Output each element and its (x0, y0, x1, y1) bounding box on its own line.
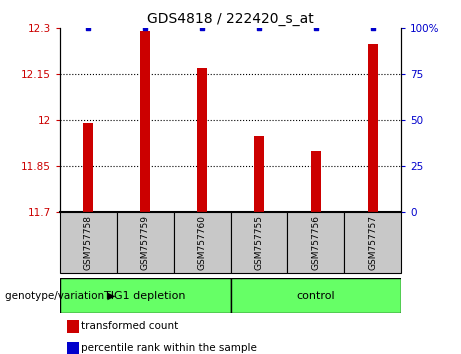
Bar (344, 212, 401, 273)
Bar (197, 68, 207, 212)
Bar (60, 212, 117, 273)
Point (369, 25, 376, 31)
Text: GSM757755: GSM757755 (254, 215, 263, 270)
Text: control: control (296, 291, 335, 301)
Text: transformed count: transformed count (81, 321, 178, 331)
Point (142, 25, 149, 31)
Title: GDS4818 / 222420_s_at: GDS4818 / 222420_s_at (147, 12, 314, 26)
Text: genotype/variation ▶: genotype/variation ▶ (5, 291, 115, 301)
Point (198, 25, 206, 31)
Bar (174, 212, 230, 273)
Bar (230, 278, 401, 313)
Point (312, 25, 319, 31)
Bar (140, 32, 150, 212)
Text: GSM757757: GSM757757 (368, 215, 377, 270)
Bar (60, 278, 230, 313)
Text: GSM757758: GSM757758 (84, 215, 93, 270)
Text: GSM757756: GSM757756 (311, 215, 320, 270)
Point (255, 25, 263, 31)
Bar (67, 342, 79, 354)
Bar (287, 212, 344, 273)
Text: GSM757759: GSM757759 (141, 215, 150, 270)
Bar (230, 212, 287, 273)
Text: TIG1 depletion: TIG1 depletion (105, 291, 186, 301)
Bar (67, 320, 79, 333)
Bar (367, 44, 378, 212)
Point (85, 25, 92, 31)
Bar (117, 212, 174, 273)
Bar (254, 136, 264, 212)
Bar (83, 124, 94, 212)
Text: GSM757760: GSM757760 (198, 215, 207, 270)
Bar (311, 151, 321, 212)
Text: percentile rank within the sample: percentile rank within the sample (81, 343, 257, 353)
